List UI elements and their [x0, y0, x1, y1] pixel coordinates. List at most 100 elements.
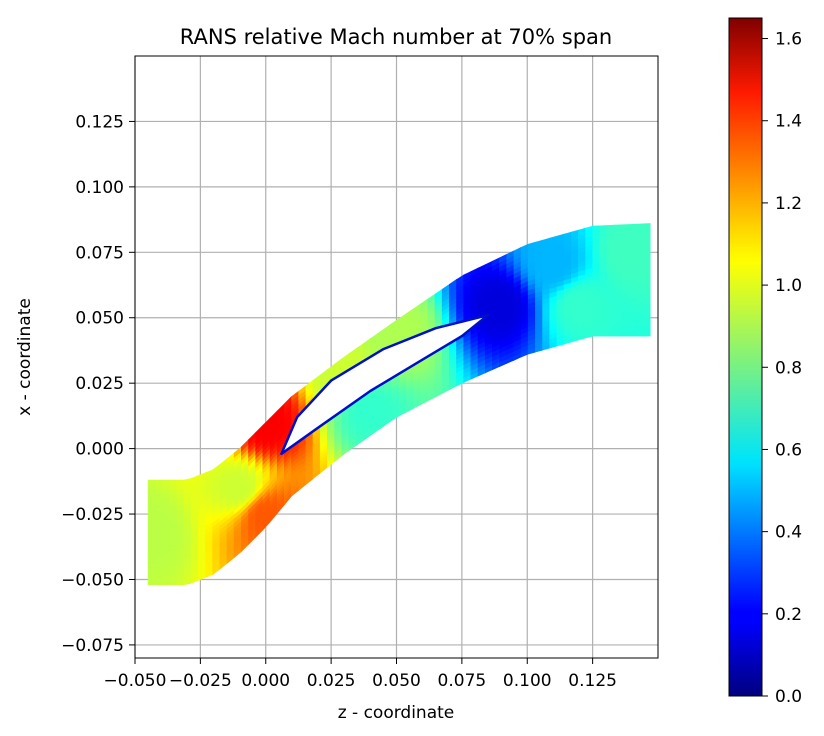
field-cell [176, 523, 185, 529]
field-cell [147, 492, 156, 498]
field-cell [154, 479, 163, 485]
field-cell [147, 497, 156, 503]
field-cell [606, 229, 615, 236]
field-cell [176, 580, 185, 586]
field-cell [599, 298, 608, 305]
field-cell [628, 326, 637, 332]
field-cell [635, 321, 644, 328]
field-cell [613, 284, 622, 291]
field-cell [613, 293, 622, 300]
field-cell [599, 261, 608, 268]
y-tick-label: 0.075 [75, 243, 124, 263]
field-cell [147, 510, 156, 516]
field-cell [606, 261, 615, 268]
field-cell [147, 527, 156, 533]
field-cell [613, 280, 622, 286]
field-cell [169, 562, 178, 568]
field-cell [621, 247, 629, 253]
colorbar-tick-label: 1.4 [775, 112, 802, 132]
field-cell [176, 558, 185, 564]
field-cell [642, 237, 651, 243]
field-cell [169, 510, 178, 516]
field-cell [599, 234, 608, 240]
field-cell [606, 312, 615, 318]
field-cell [147, 580, 156, 586]
field-cell [635, 331, 644, 337]
field-cell [176, 497, 185, 503]
chart-title: RANS relative Mach number at 70% span [180, 25, 612, 49]
field-cell [162, 558, 170, 564]
field-cell [628, 307, 637, 314]
field-cell [147, 553, 156, 559]
field-cell [621, 298, 629, 304]
field-cell [162, 553, 170, 559]
field-cell [628, 284, 637, 290]
field-cell [176, 514, 185, 520]
field-cell [169, 545, 178, 551]
field-cell [154, 549, 163, 555]
field-cell [592, 317, 601, 323]
field-cell [169, 566, 178, 572]
field-cell [599, 285, 608, 291]
field-cell [621, 256, 629, 263]
colorbar-tick-label: 0.0 [775, 687, 802, 707]
field-cell [147, 536, 156, 542]
field-cell [176, 479, 185, 485]
x-tick-label: 0.075 [438, 671, 487, 691]
field-cell [147, 562, 156, 568]
field-cell [642, 326, 651, 332]
field-cell [162, 523, 170, 529]
field-cell [642, 270, 651, 276]
y-tick-label: −0.075 [61, 636, 124, 656]
field-cell [592, 312, 601, 319]
field-cell [154, 553, 163, 559]
field-cell [176, 540, 185, 546]
field-cell [169, 536, 178, 542]
field-cell [162, 562, 170, 568]
field-cell [613, 261, 622, 268]
field-cell [613, 256, 622, 263]
field-cell [599, 294, 608, 300]
field-cell [176, 571, 185, 577]
field-cell [642, 321, 651, 328]
field-cell [635, 270, 644, 276]
field-cell [162, 575, 170, 581]
field-cell [147, 549, 156, 555]
x-tick-label: 0.050 [372, 671, 421, 691]
field-cell [621, 331, 629, 337]
field-cell [635, 246, 644, 253]
field-cell [635, 312, 644, 318]
field-cell [613, 303, 622, 309]
field-cell [621, 321, 629, 328]
field-cell [169, 501, 178, 507]
field-cell [154, 505, 163, 511]
colorbar [728, 17, 763, 697]
field-cell [176, 575, 185, 581]
field-cell [169, 571, 178, 577]
field-cell [599, 257, 608, 263]
field-cell [169, 580, 178, 586]
field-cell [147, 479, 156, 485]
field-cell [613, 331, 622, 337]
field-cell [154, 492, 163, 498]
field-cell [147, 488, 156, 494]
field-cell [628, 279, 637, 286]
field-cell [169, 575, 178, 581]
x-tick-label: 0.000 [241, 671, 290, 691]
field-cell [613, 243, 622, 249]
field-cell [606, 280, 615, 286]
field-cell [176, 553, 185, 559]
field-cell [628, 242, 637, 249]
field-cell [147, 501, 156, 507]
field-cell [147, 518, 156, 524]
field-cell [162, 479, 170, 485]
field-cell [592, 271, 601, 277]
field-cell [613, 321, 622, 328]
field-cell [642, 293, 651, 300]
field-cell [635, 242, 644, 248]
field-cell [621, 265, 629, 272]
field-cell [176, 527, 185, 533]
field-cell [606, 298, 615, 305]
field-cell [154, 523, 163, 529]
field-cell [154, 501, 163, 507]
